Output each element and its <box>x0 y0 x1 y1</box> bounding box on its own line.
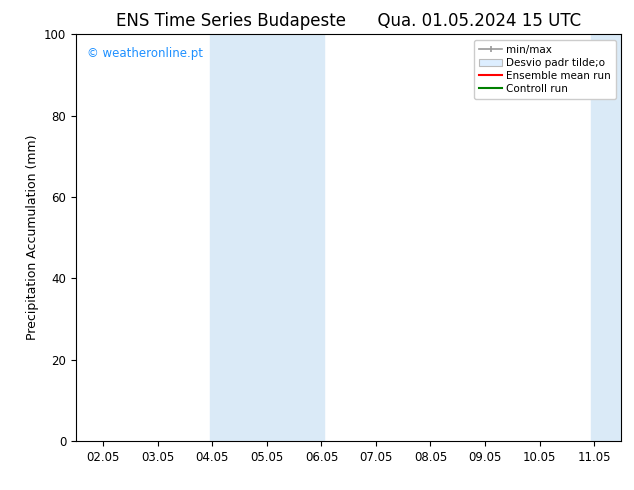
Legend: min/max, Desvio padr tilde;o, Ensemble mean run, Controll run: min/max, Desvio padr tilde;o, Ensemble m… <box>474 40 616 99</box>
Title: ENS Time Series Budapeste      Qua. 01.05.2024 15 UTC: ENS Time Series Budapeste Qua. 01.05.202… <box>116 12 581 30</box>
Text: © weatheronline.pt: © weatheronline.pt <box>87 47 203 59</box>
Bar <box>210 34 324 441</box>
Bar <box>592 34 634 441</box>
Y-axis label: Precipitation Accumulation (mm): Precipitation Accumulation (mm) <box>25 135 39 341</box>
